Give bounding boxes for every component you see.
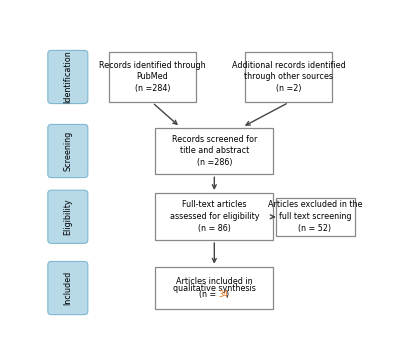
Text: ): )	[226, 290, 228, 299]
FancyBboxPatch shape	[245, 52, 332, 102]
FancyBboxPatch shape	[155, 267, 273, 309]
Text: qualitative synthesis: qualitative synthesis	[173, 284, 256, 293]
FancyBboxPatch shape	[155, 194, 273, 240]
Text: Eligibility: Eligibility	[63, 199, 72, 235]
Text: Articles included in: Articles included in	[176, 277, 253, 286]
Text: (n = 34): (n = 34)	[198, 290, 231, 299]
FancyBboxPatch shape	[48, 190, 88, 244]
FancyBboxPatch shape	[48, 261, 88, 315]
FancyBboxPatch shape	[109, 52, 196, 102]
Text: Full-text articles
assessed for eligibility
(n = 86): Full-text articles assessed for eligibil…	[170, 200, 259, 233]
FancyBboxPatch shape	[276, 198, 354, 236]
FancyBboxPatch shape	[48, 124, 88, 178]
Text: Articles excluded in the
full text screening
(n = 52): Articles excluded in the full text scree…	[268, 200, 362, 233]
Text: Included: Included	[63, 271, 72, 305]
Text: Screening: Screening	[63, 131, 72, 171]
Text: (n =: (n =	[200, 290, 219, 299]
Text: Records screened for
title and abstract
(n =286): Records screened for title and abstract …	[172, 135, 257, 167]
FancyBboxPatch shape	[155, 128, 273, 174]
Text: Records identified through
PubMed
(n =284): Records identified through PubMed (n =28…	[99, 61, 206, 93]
Text: Identification: Identification	[63, 51, 72, 103]
Text: Additional records identified
through other sources
(n =2): Additional records identified through ot…	[232, 61, 346, 93]
FancyBboxPatch shape	[48, 51, 88, 104]
Text: 34: 34	[218, 290, 228, 299]
